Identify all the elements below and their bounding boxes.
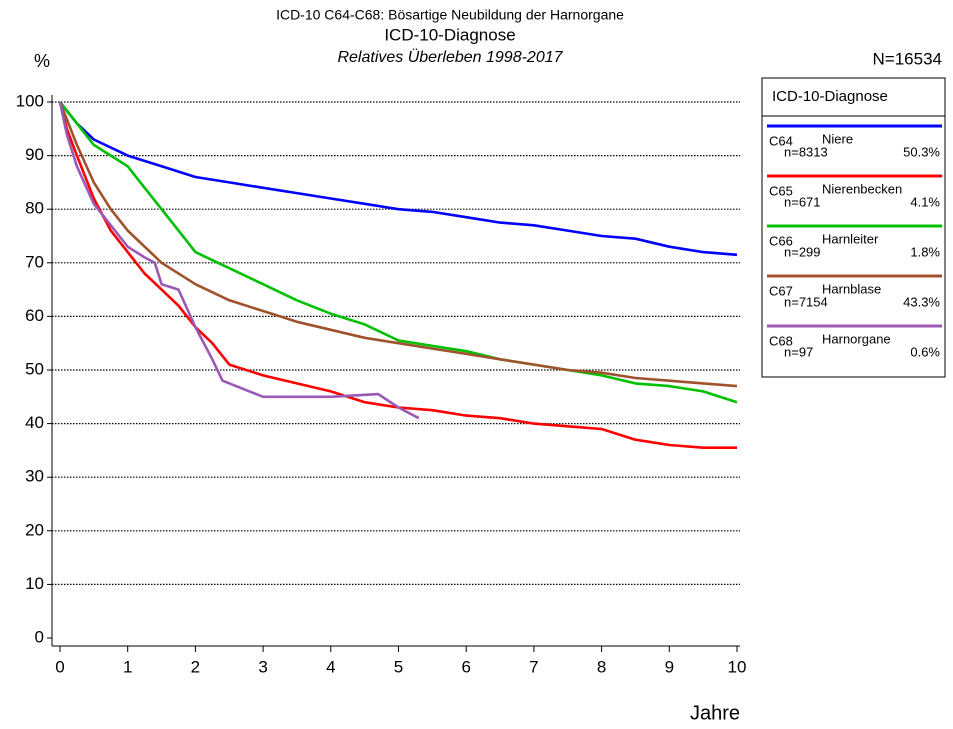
legend-n: n=97 (784, 344, 813, 359)
y-tick-label: 40 (25, 413, 44, 432)
legend-n: n=7154 (784, 294, 828, 309)
y-tick-label: 0 (35, 627, 44, 646)
legend-n: n=8313 (784, 144, 828, 159)
y-tick-label: 10 (25, 574, 44, 593)
legend-share: 4.1% (910, 194, 940, 209)
legend-code: C65 (769, 183, 793, 198)
legend-share: 0.6% (910, 344, 940, 359)
legend-code: C68 (769, 333, 793, 348)
survival-line (58, 101, 738, 404)
legend-label: Harnblase (822, 281, 881, 296)
x-tick-label: 7 (529, 657, 538, 676)
y-axis-label: % (34, 51, 50, 71)
legend-share: 43.3% (903, 294, 940, 309)
x-tick-label: 9 (665, 657, 674, 676)
legend-n: n=299 (784, 244, 821, 259)
x-tick-label: 1 (123, 657, 132, 676)
legend-code: C64 (769, 133, 793, 148)
y-tick-label: 90 (25, 145, 44, 164)
legend-code: C66 (769, 233, 793, 248)
x-tick-label: 5 (394, 657, 403, 676)
x-tick-label: 0 (55, 657, 64, 676)
x-tick-label: 8 (597, 657, 606, 676)
legend-share: 1.8% (910, 244, 940, 259)
legend-share: 50.3% (903, 144, 940, 159)
y-tick-label: 20 (25, 520, 44, 539)
x-tick-label: 6 (461, 657, 470, 676)
x-axis-label: Jahre (690, 702, 740, 724)
survival-line (58, 101, 420, 420)
legend-title: ICD-10-Diagnose (772, 88, 888, 105)
legend-label: Nierenbecken (822, 181, 902, 196)
y-tick-label: 100 (16, 91, 44, 110)
survival-line (58, 101, 737, 449)
y-tick-label: 70 (25, 252, 44, 271)
survival-line (58, 101, 738, 388)
y-tick-label: 60 (25, 306, 44, 325)
survival-line (58, 101, 738, 257)
legend-label: Harnorgane (822, 331, 891, 346)
x-tick-label: 3 (258, 657, 267, 676)
chart-subtitle: Relatives Überleben 1998-2017 (337, 48, 563, 66)
y-tick-label: 30 (25, 467, 44, 486)
legend-label: Harnleiter (822, 231, 879, 246)
legend-label: Niere (822, 131, 853, 146)
y-tick-label: 80 (25, 199, 44, 218)
chart-subtitle: ICD-10-Diagnose (384, 25, 515, 44)
x-tick-label: 4 (326, 657, 335, 676)
legend-n: n=671 (784, 194, 821, 209)
x-tick-label: 10 (728, 657, 747, 676)
legend-code: C67 (769, 283, 793, 298)
y-tick-label: 50 (25, 359, 44, 378)
chart-title: ICD-10 C64-C68: Bösartige Neubildung der… (276, 7, 624, 23)
x-tick-label: 2 (191, 657, 200, 676)
total-count: N=16534 (873, 49, 942, 68)
